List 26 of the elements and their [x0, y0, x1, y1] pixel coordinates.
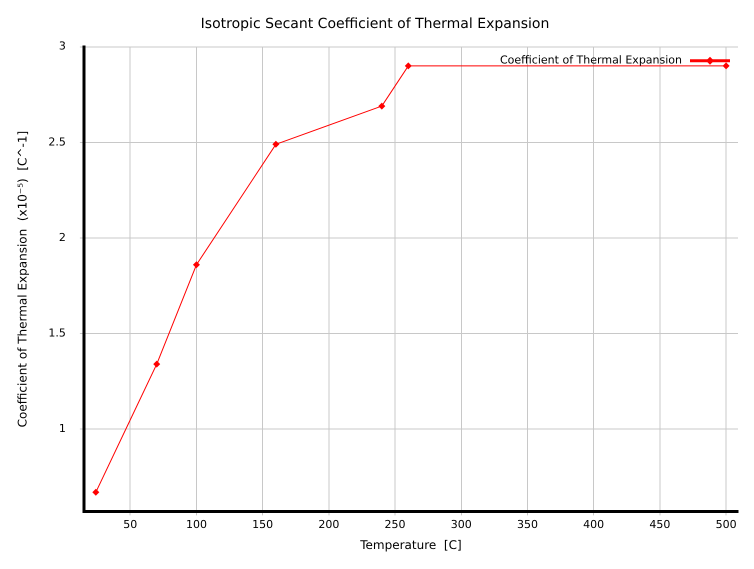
x-tick-label: 350	[516, 518, 538, 531]
x-tick-label: 400	[583, 518, 604, 531]
x-tick-label: 50	[123, 518, 138, 531]
y-tick-label: 1.5	[48, 326, 66, 340]
legend-label: Coefficient of Thermal Expansion	[500, 54, 682, 67]
x-tick-label: 200	[318, 518, 340, 531]
x-tick-label: 100	[186, 518, 207, 531]
y-tick-label: 2.5	[48, 135, 66, 148]
point	[272, 140, 280, 148]
y-tick-label: 2	[58, 230, 66, 244]
y-axis-title: Coefficient of Thermal Expansion (x10⁻⁵) [C^-1]	[15, 130, 30, 428]
chart-title: Isotropic Secant Coefficient of Thermal Expansion	[200, 16, 550, 32]
x-tick-label: 450	[649, 518, 670, 531]
y-tick-label: 1	[58, 422, 66, 436]
x-axis-title: Temperature [C]	[359, 538, 462, 552]
point	[722, 62, 730, 70]
x-tick-label: 150	[252, 518, 274, 531]
x-tick-label: 500	[716, 518, 737, 531]
point	[153, 360, 160, 368]
x-tick-label: 250	[384, 518, 406, 531]
point	[192, 261, 200, 268]
point	[404, 62, 412, 70]
x-tick-label: 300	[450, 518, 472, 531]
y-tick-label: 3	[58, 40, 66, 53]
point	[378, 102, 386, 110]
point	[92, 488, 100, 496]
